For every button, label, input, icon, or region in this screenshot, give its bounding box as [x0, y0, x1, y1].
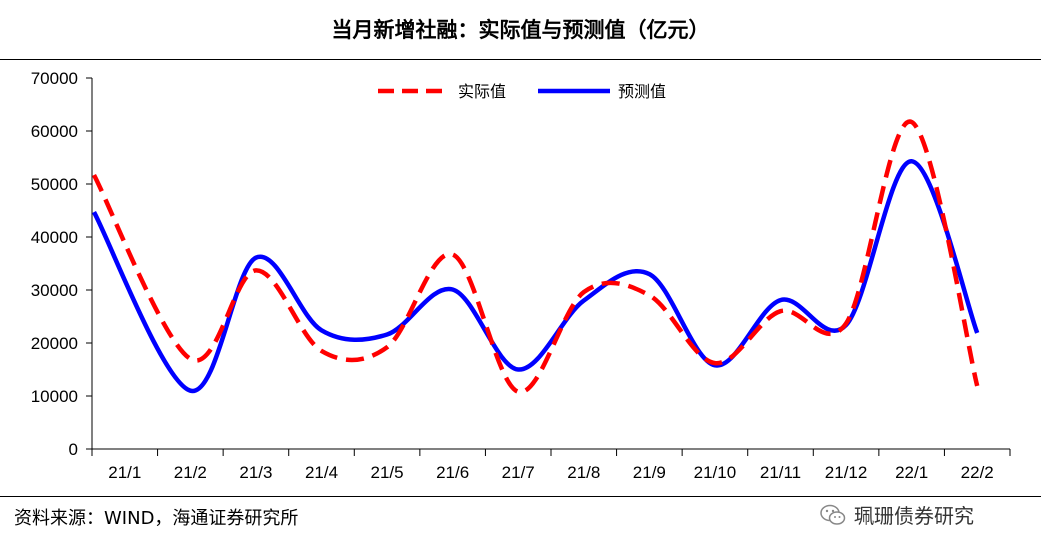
- x-tick-label: 21/8: [567, 463, 600, 482]
- x-tick-label: 21/10: [694, 463, 737, 482]
- title-divider: [0, 59, 1041, 60]
- x-tick-label: 21/7: [502, 463, 535, 482]
- y-tick-label: 0: [69, 440, 78, 459]
- y-tick-label: 40000: [31, 228, 78, 247]
- x-tick-label: 21/4: [305, 463, 338, 482]
- chart-axes: 0 10000 20000 30000 40000 50000 60000 70000 21/1…: [31, 69, 1011, 482]
- chart-title: 当月新增社融：实际值与预测值（亿元）: [331, 17, 710, 42]
- series-layer: [92, 119, 980, 395]
- wechat-icon: [820, 504, 846, 525]
- legend-label: 预测值: [618, 82, 666, 101]
- line-chart: 0 10000 20000 30000 40000 50000 60000 70000 21/1…: [31, 69, 1011, 482]
- x-tick-label: 22/2: [961, 463, 994, 482]
- series-forecast-line: [92, 158, 980, 393]
- chart-legend: 实际值 预测值: [378, 82, 666, 101]
- y-tick-label: 20000: [31, 334, 78, 353]
- y-tick-label: 60000: [31, 122, 78, 141]
- x-tick-label: 21/6: [436, 463, 469, 482]
- y-tick-label: 10000: [31, 387, 78, 406]
- watermark: 珮珊债券研究: [820, 500, 974, 529]
- x-tick-label: 21/1: [108, 463, 141, 482]
- x-tick-label: 21/5: [371, 463, 404, 482]
- x-tick-label: 21/9: [633, 463, 666, 482]
- x-tick-label: 21/3: [239, 463, 272, 482]
- watermark-text: 珮珊债券研究: [854, 504, 974, 528]
- y-tick-label: 70000: [31, 69, 78, 88]
- legend-label: 实际值: [458, 82, 506, 101]
- x-tick-label: 21/11: [760, 463, 801, 482]
- x-tick-label: 21/2: [174, 463, 207, 482]
- footer-divider: [0, 496, 1041, 497]
- series-actual-line: [92, 119, 980, 395]
- source-note: 资料来源：WIND，海通证券研究所: [14, 508, 299, 529]
- y-tick-label: 50000: [31, 175, 78, 194]
- x-tick-label: 22/1: [895, 463, 928, 482]
- y-tick-label: 30000: [31, 281, 78, 300]
- x-tick-label: 21/12: [825, 463, 868, 482]
